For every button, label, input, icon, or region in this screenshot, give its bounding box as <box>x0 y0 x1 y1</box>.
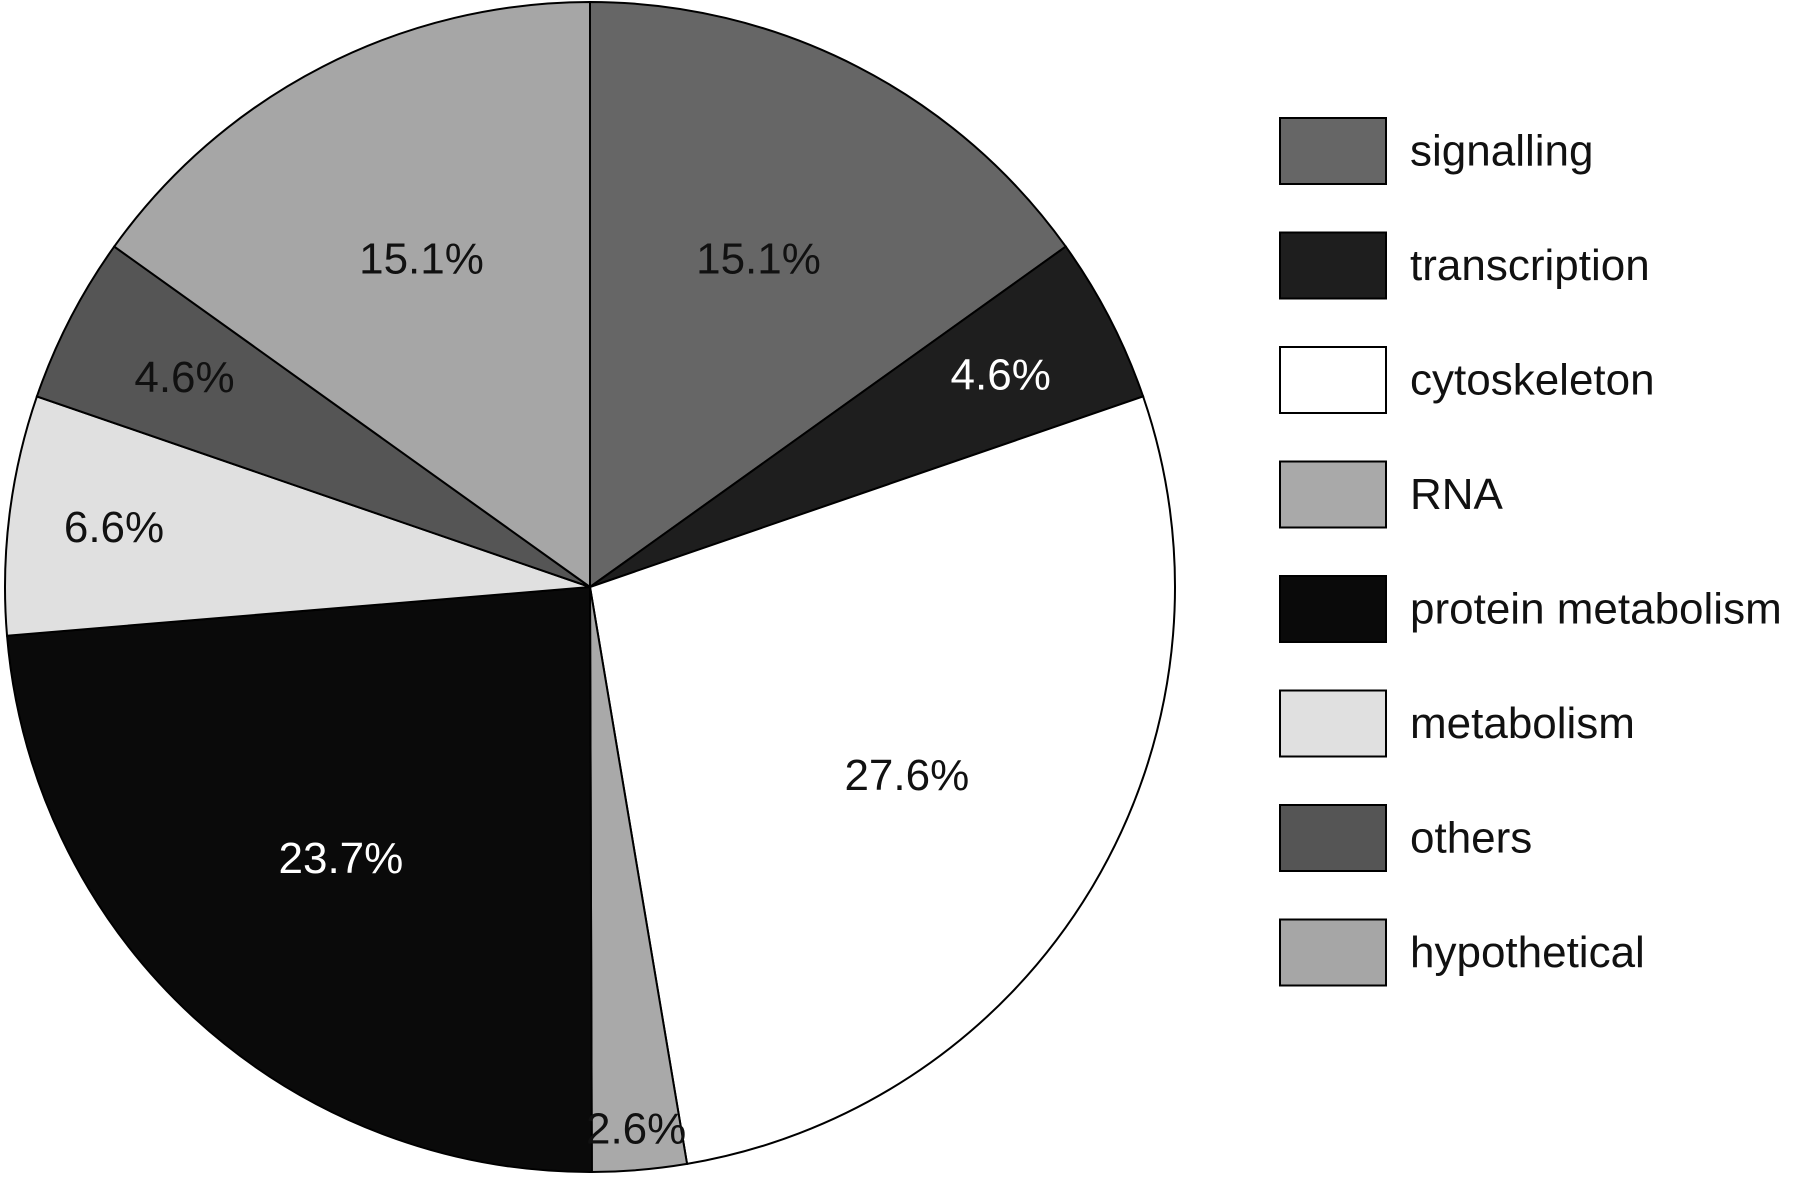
slice-label-hypothetical: 15.1% <box>359 235 484 284</box>
legend-swatch <box>1279 918 1387 987</box>
legend-swatch <box>1279 346 1387 414</box>
legend-swatch <box>1279 460 1387 529</box>
slice-label-rna: 2.6% <box>586 1105 686 1154</box>
legend-label: transcription <box>1410 241 1650 290</box>
legend-label: RNA <box>1410 470 1504 519</box>
legend-item-transcription: transcription <box>1279 231 1650 300</box>
legend-item-others: others <box>1279 804 1532 872</box>
legend-item-protein-metabolism: protein metabolism <box>1279 575 1782 643</box>
pie-slice-signalling <box>589 0 1068 589</box>
slice-label-cytoskeleton: 27.6% <box>844 751 969 800</box>
legend-label: cytoskeleton <box>1410 356 1655 405</box>
legend-swatch <box>1279 575 1387 643</box>
pie-slice-metabolism <box>4 395 591 637</box>
slice-label-others: 4.6% <box>134 353 234 402</box>
legend-item-metabolism: metabolism <box>1279 689 1635 758</box>
legend-swatch <box>1279 689 1387 758</box>
legend-label: signalling <box>1410 127 1593 176</box>
pie-slice-labels: 15.1% 4.6% 27.6% 2.6% 23.7% 6.6% 4.6% 15.1% <box>64 235 1051 1154</box>
legend-label: metabolism <box>1410 699 1635 748</box>
legend-item-signalling: signalling <box>1279 117 1593 185</box>
legend-label: hypothetical <box>1410 928 1645 977</box>
legend-label: protein metabolism <box>1410 585 1782 634</box>
slice-label-protein-metabolism: 23.7% <box>279 834 404 883</box>
slice-label-metabolism: 6.6% <box>64 503 164 552</box>
legend-swatch <box>1279 804 1387 872</box>
legend-swatch <box>1279 117 1387 185</box>
legend-label: others <box>1410 814 1532 863</box>
pie-slice-hypothetical <box>112 0 591 589</box>
pie-slice-transcription <box>589 245 1145 588</box>
pie-slices <box>4 0 1176 1174</box>
slice-label-transcription: 4.6% <box>951 351 1051 400</box>
slice-label-signalling: 15.1% <box>696 235 821 284</box>
legend: signalling transcription cytoskeleton RNA pr… <box>1279 117 1782 987</box>
pie-slice-cytoskeleton <box>588 395 1176 1166</box>
legend-item-rna: RNA <box>1279 460 1504 529</box>
legend-swatch <box>1279 231 1387 300</box>
pie-slice-others <box>35 245 591 588</box>
pie-slice-protein-metabolism <box>5 585 593 1174</box>
legend-item-hypothetical: hypothetical <box>1279 918 1645 987</box>
legend-item-cytoskeleton: cytoskeleton <box>1279 346 1655 414</box>
